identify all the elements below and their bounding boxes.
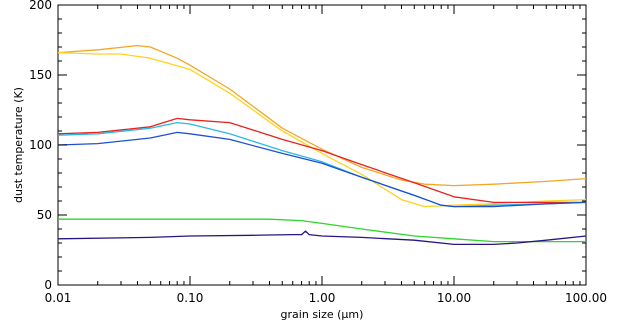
x-tick-label: 0.01 [45, 291, 72, 305]
x-axis-title: grain size (μm) [281, 308, 364, 321]
x-ticks: 0.01 0.10 1.00 10.00 100.00 [45, 5, 607, 305]
x-tick-label: 1.00 [309, 291, 336, 305]
y-axis-title: dust temperature (K) [12, 87, 25, 203]
series-layer [57, 44, 587, 246]
y-tick-label: 50 [37, 208, 52, 222]
y-tick-label: 200 [29, 0, 52, 12]
x-tick-label: 100.00 [565, 291, 607, 305]
series-line-2 [57, 51, 587, 208]
y-tick-label: 0 [44, 278, 52, 292]
series-line-5 [57, 131, 587, 208]
y-tick-label: 150 [29, 68, 52, 82]
series-line-4 [57, 121, 587, 208]
series-line-6 [58, 218, 586, 243]
y-tick-label: 100 [29, 138, 52, 152]
series-line-1 [57, 44, 587, 187]
series-line-3 [57, 117, 586, 204]
y-ticks: 0 50 100 150 200 [29, 0, 586, 292]
x-tick-label: 10.00 [437, 291, 471, 305]
series-line-7 [57, 230, 587, 246]
x-tick-label: 0.10 [177, 291, 204, 305]
